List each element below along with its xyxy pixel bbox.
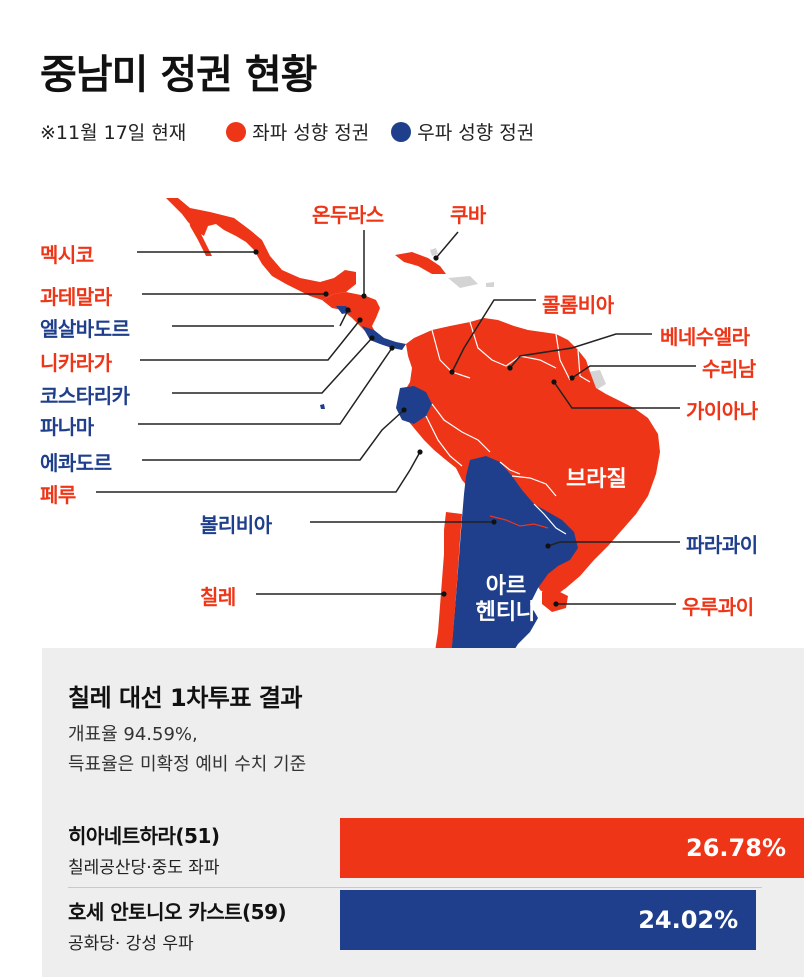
label-honduras: 온두라스	[312, 203, 384, 227]
label-guatemala: 과테말라	[40, 285, 112, 309]
results-note: 개표율 94.59%, 득표율은 미확정 예비 수치 기준	[68, 720, 306, 780]
row-divider	[68, 887, 762, 888]
candidate-2-share: 24.02%	[638, 906, 739, 934]
uruguay-shape	[542, 590, 568, 612]
legend-left: 좌파 성향 정권	[226, 118, 369, 145]
results-note-line1: 개표율 94.59%,	[68, 724, 198, 745]
label-cuba: 쿠바	[450, 203, 486, 227]
border-lines	[425, 321, 591, 535]
label-mexico: 멕시코	[40, 243, 94, 267]
subtitle-row: ※11월 17일 현재 좌파 성향 정권 우파 성향 정권	[40, 118, 556, 145]
candidate-2-bar: 24.02%	[340, 890, 757, 950]
label-argentina: 아르 헨티나	[466, 574, 546, 626]
ecuador-shape	[396, 386, 432, 424]
blue-border-lines	[489, 515, 549, 529]
label-colombia: 콜롬비아	[542, 293, 614, 317]
label-peru: 페루	[40, 483, 76, 507]
chile-shape	[435, 512, 462, 650]
candidate-1-name: 히아네트하라(51)	[68, 824, 220, 848]
label-guyana: 가이아나	[686, 399, 758, 423]
label-chile: 칠레	[200, 585, 236, 609]
latin-america-map	[96, 198, 696, 650]
south-cone-blue-shape	[451, 456, 578, 650]
label-venezuela: 베네수엘라	[660, 325, 750, 349]
results-note-line2: 득표율은 미확정 예비 수치 기준	[68, 754, 307, 775]
mexico-shape	[166, 198, 356, 300]
candidate-2-name: 호세 안토니오 카스트(59)	[68, 900, 287, 924]
panama-shape	[362, 326, 406, 350]
label-paraguay: 파라과이	[686, 533, 758, 557]
results-title: 칠레 대선 1차투표 결과	[68, 684, 303, 712]
label-bolivia: 볼리비아	[200, 513, 272, 537]
legend-right-label: 우파 성향 정권	[417, 122, 535, 144]
label-suriname: 수리남	[702, 357, 756, 381]
label-argentina-line1: 아르	[485, 574, 527, 599]
leader-lines	[96, 230, 696, 605]
label-argentina-line2: 헨티나	[475, 600, 537, 625]
date-note: ※11월 17일 현재	[40, 122, 187, 144]
cuba-shape	[395, 252, 446, 274]
candidate-1-party: 칠레공산당·중도 좌파	[68, 858, 220, 878]
page-title: 중남미 정권 현황	[40, 52, 317, 98]
label-el-salvador: 엘살바도르	[40, 317, 130, 341]
hispaniola-shape	[448, 276, 478, 288]
leader-dots	[253, 249, 575, 607]
label-nicaragua: 니카라가	[40, 351, 112, 375]
bahamas-shape	[430, 248, 438, 256]
french-guiana-shape	[588, 370, 606, 390]
candidate-2-party: 공화당· 강성 우파	[68, 934, 194, 954]
label-ecuador: 에콰도르	[40, 451, 112, 475]
puerto-rico-shape	[486, 282, 494, 287]
candidate-1-share: 26.78%	[686, 834, 786, 862]
legend-left-label: 좌파 성향 정권	[252, 122, 370, 144]
blue-dot-icon	[391, 121, 412, 142]
candidate-1-bar: 26.78%	[340, 818, 804, 878]
red-dot-icon	[226, 121, 247, 142]
legend-right: 우파 성향 정권	[391, 118, 534, 145]
label-brazil: 브라질	[566, 467, 627, 492]
candidate-2: 호세 안토니오 카스트(59) 공화당· 강성 우파	[68, 896, 287, 954]
label-panama: 파나마	[40, 415, 94, 439]
label-uruguay: 우루과이	[682, 595, 754, 619]
galapagos-shape	[320, 404, 325, 409]
candidate-1: 히아네트하라(51) 칠레공산당·중도 좌파	[68, 820, 220, 878]
label-costa-rica: 코스타리카	[40, 384, 130, 408]
results-panel: 칠레 대선 1차투표 결과 개표율 94.59%, 득표율은 미확정 예비 수치…	[42, 648, 804, 977]
south-america-red-shape	[400, 318, 660, 598]
central-america-red-shape	[322, 292, 380, 336]
